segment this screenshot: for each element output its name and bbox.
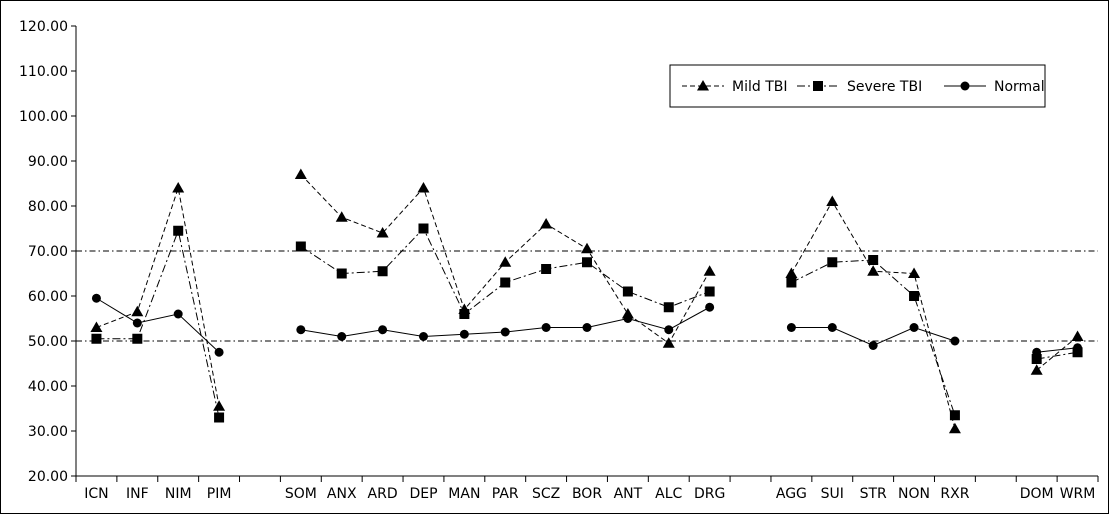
x-tick-label: ICN xyxy=(84,486,108,502)
circle-marker xyxy=(623,314,632,323)
legend-label: Mild TBI xyxy=(732,79,787,95)
y-tick-label: 20.00 xyxy=(28,469,68,485)
x-tick-label: ALC xyxy=(655,486,682,502)
circle-marker xyxy=(296,325,305,334)
x-tick-label: INF xyxy=(126,486,149,502)
circle-marker xyxy=(542,323,551,332)
x-tick-label: ANX xyxy=(327,486,357,502)
circle-marker xyxy=(337,332,346,341)
x-tick-label: ANT xyxy=(614,486,643,502)
square-marker xyxy=(664,302,674,312)
square-marker xyxy=(909,291,919,301)
y-tick-label: 70.00 xyxy=(28,244,68,260)
x-tick-label: DOM xyxy=(1020,486,1054,502)
circle-marker xyxy=(583,323,592,332)
x-tick-label: AGG xyxy=(776,486,807,502)
square-marker xyxy=(459,309,469,319)
circle-marker xyxy=(378,325,387,334)
x-tick-label: SOM xyxy=(285,486,317,502)
x-tick-label: WRM xyxy=(1060,486,1096,502)
circle-marker xyxy=(961,82,970,91)
x-tick-label: PAR xyxy=(492,486,519,502)
square-marker xyxy=(541,264,551,274)
circle-marker xyxy=(92,294,101,303)
y-tick-label: 50.00 xyxy=(28,334,68,350)
x-tick-label: SUI xyxy=(821,486,844,502)
square-marker xyxy=(173,226,183,236)
x-tick-label: STR xyxy=(860,486,887,502)
square-marker xyxy=(418,224,428,234)
square-marker xyxy=(296,242,306,252)
y-tick-label: 40.00 xyxy=(28,379,68,395)
x-tick-label: DEP xyxy=(409,486,437,502)
circle-marker xyxy=(215,348,224,357)
x-tick-label: MAN xyxy=(448,486,480,502)
circle-marker xyxy=(174,310,183,319)
square-marker xyxy=(214,413,224,423)
y-tick-label: 90.00 xyxy=(28,154,68,170)
square-marker xyxy=(950,410,960,420)
x-tick-label: ARD xyxy=(368,486,398,502)
legend-label: Normal xyxy=(994,79,1045,95)
square-marker xyxy=(91,334,101,344)
circle-marker xyxy=(1032,348,1041,357)
x-tick-label: NIM xyxy=(165,486,192,502)
square-marker xyxy=(582,257,592,267)
circle-marker xyxy=(1073,343,1082,352)
y-tick-label: 120.00 xyxy=(19,19,68,35)
circle-marker xyxy=(419,332,428,341)
square-marker xyxy=(786,278,796,288)
circle-marker xyxy=(950,337,959,346)
circle-marker xyxy=(787,323,796,332)
y-tick-label: 110.00 xyxy=(19,64,68,80)
y-tick-label: 80.00 xyxy=(28,199,68,215)
circle-marker xyxy=(460,330,469,339)
circle-marker xyxy=(828,323,837,332)
square-marker xyxy=(813,81,823,91)
circle-marker xyxy=(705,303,714,312)
y-tick-label: 30.00 xyxy=(28,424,68,440)
square-marker xyxy=(705,287,715,297)
circle-marker xyxy=(869,341,878,350)
y-tick-label: 100.00 xyxy=(19,109,68,125)
x-tick-label: SCZ xyxy=(532,486,560,502)
x-tick-label: PIM xyxy=(207,486,232,502)
circle-marker xyxy=(133,319,142,328)
x-tick-label: NON xyxy=(898,486,930,502)
legend: Mild TBI Severe TBI Normal xyxy=(670,65,1045,107)
x-tick-label: BOR xyxy=(572,486,602,502)
square-marker xyxy=(827,257,837,267)
square-marker xyxy=(337,269,347,279)
legend-label: Severe TBI xyxy=(847,79,922,95)
square-marker xyxy=(378,266,388,276)
square-marker xyxy=(623,287,633,297)
x-tick-label: DRG xyxy=(694,486,725,502)
circle-marker xyxy=(910,323,919,332)
x-tick-label: RXR xyxy=(940,486,969,502)
circle-marker xyxy=(664,325,673,334)
circle-marker xyxy=(501,328,510,337)
y-tick-label: 60.00 xyxy=(28,289,68,305)
square-marker xyxy=(868,255,878,265)
square-marker xyxy=(500,278,510,288)
square-marker xyxy=(132,334,142,344)
